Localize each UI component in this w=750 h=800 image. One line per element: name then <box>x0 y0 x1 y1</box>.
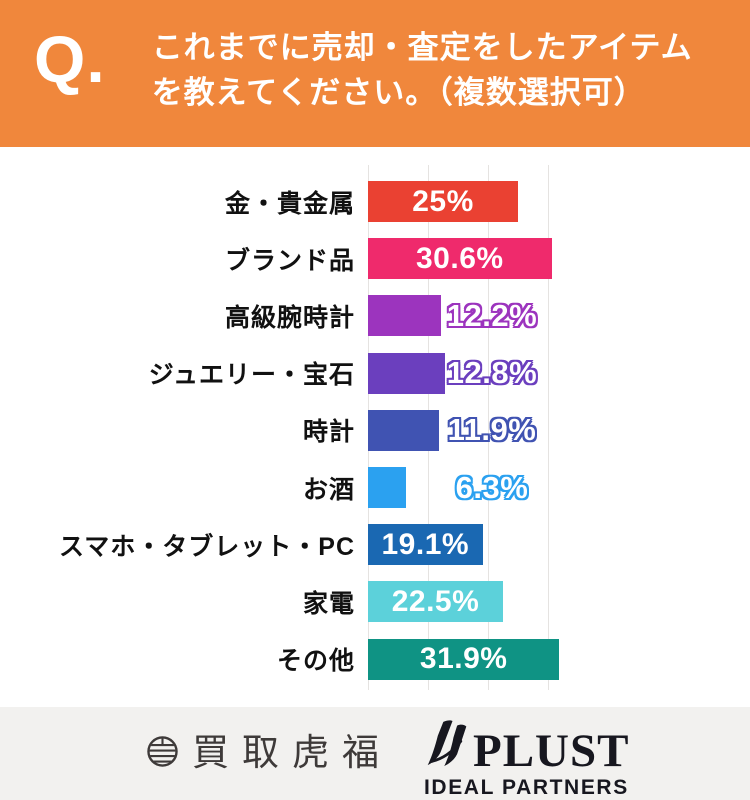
value-label: 19.1% <box>381 527 470 561</box>
bar-track: 12.2% <box>368 295 750 337</box>
value-label: 25% <box>412 184 474 218</box>
torafuku-logo-text: 買取虎福 <box>192 733 392 774</box>
bar-track: 11.9% <box>368 409 750 451</box>
category-label: ジュエリー・宝石 <box>148 361 355 390</box>
value-label: 12.8% <box>446 355 538 391</box>
chart-row: その他 31.9% <box>0 631 750 688</box>
torafuku-logo: 買取虎福 <box>146 735 392 773</box>
gridline-20 <box>488 165 489 690</box>
value-label: 12.2% <box>446 297 538 333</box>
value-label: 31.9% <box>419 642 508 676</box>
chart-row: スマホ・タブレット・PC 19.1% <box>0 516 750 573</box>
chart-row: ジュエリー・宝石 12.8% <box>0 345 750 402</box>
bar <box>368 352 445 394</box>
bar: 30.6% <box>368 238 552 280</box>
value-label: 11.9% <box>447 412 537 448</box>
value-label: 22.5% <box>391 584 480 618</box>
bar: 25% <box>368 181 518 223</box>
chart-row: 家電 22.5% <box>0 573 750 630</box>
category-label: 家電 <box>302 589 355 618</box>
question-title-line1: これまでに売却・査定をしたアイテム <box>151 30 693 65</box>
bar: 22.5% <box>368 581 503 623</box>
bar <box>368 295 442 337</box>
category-label: ブランド品 <box>224 246 355 275</box>
footer: 買取虎福 PLUST IDEAL PARTNERS <box>0 707 750 800</box>
bar-chart: 金・貴金属 25% ブランド品 30.6% 高級腕時計 12.2% ジュエリー・宝石 12.8… <box>0 147 750 707</box>
striped-circle-emblem-icon <box>146 735 179 773</box>
chart-row: お酒 6.3% <box>0 459 750 516</box>
bar: 19.1% <box>368 524 483 566</box>
category-label: 時計 <box>302 418 355 447</box>
brush-stroke-icon <box>424 719 470 774</box>
bar <box>368 409 440 451</box>
bar-track: 12.8% <box>368 352 750 394</box>
chart-rows: 金・貴金属 25% ブランド品 30.6% 高級腕時計 12.2% ジュエリー・宝石 12.8… <box>0 147 750 688</box>
question-title-line2: を教えてください。（複数選択可） <box>151 75 646 110</box>
plust-logo-name: PLUST <box>473 725 630 778</box>
q-mark: Q. <box>34 22 106 96</box>
bar-track: 22.5% <box>368 581 750 623</box>
bar-track: 25% <box>368 181 750 223</box>
category-label: 高級腕時計 <box>224 303 355 332</box>
bar: 31.9% <box>368 638 560 680</box>
chart-row: 時計 11.9% <box>0 402 750 459</box>
bar-track: 19.1% <box>368 524 750 566</box>
category-label: その他 <box>276 647 355 676</box>
plust-logo-subtitle: IDEAL PARTNERS <box>424 776 629 799</box>
question-header: Q. これまでに売却・査定をしたアイテム を教えてください。（複数選択可） <box>0 0 750 147</box>
value-label: 30.6% <box>416 241 504 275</box>
category-label: 金・貴金属 <box>224 189 355 218</box>
bar-track: 30.6% <box>368 238 750 280</box>
chart-row: 金・貴金属 25% <box>0 173 750 230</box>
category-label: お酒 <box>302 475 355 504</box>
question-title: これまでに売却・査定をしたアイテム を教えてください。（複数選択可） <box>152 25 693 115</box>
chart-row: ブランド品 30.6% <box>0 230 750 287</box>
value-label: 6.3% <box>455 469 529 505</box>
bar <box>368 467 406 509</box>
bar-track: 31.9% <box>368 638 750 680</box>
plust-logo-top: PLUST <box>424 719 630 778</box>
category-label: スマホ・タブレット・PC <box>59 532 355 561</box>
gridline-30 <box>548 165 549 690</box>
chart-row: 高級腕時計 12.2% <box>0 287 750 344</box>
plust-logo: PLUST IDEAL PARTNERS <box>424 719 630 800</box>
bar-track: 6.3% <box>368 467 750 509</box>
